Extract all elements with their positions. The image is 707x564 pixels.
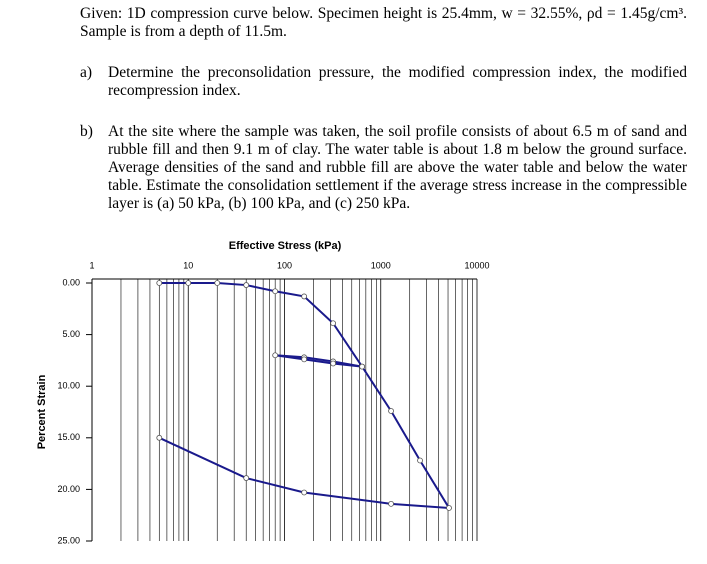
x-tick-label: 1 [89,260,94,270]
point [301,356,308,363]
question-label: b) [80,123,93,140]
point [330,360,337,367]
y-tick-label: 0.00 [62,277,80,287]
chart-title: Effective Stress (kPa) [229,240,342,252]
point [185,280,192,286]
point [417,457,423,464]
x-tick-label: 10 [183,260,193,270]
point [388,408,394,414]
question-text: Determine the preconsolidation pressure,… [108,64,687,99]
point [243,475,250,481]
point [388,500,394,507]
point [301,293,308,300]
point [359,363,365,370]
y-tick-label: 15.00 [57,432,80,442]
intro: Given: 1D compression curve below. Speci… [80,5,687,40]
question-text: At the site where the sample was taken, … [108,123,687,212]
x-tick-label: 1000 [371,260,391,270]
y-axis-title: Percent Strain [36,374,48,449]
y-tick-label: 10.00 [57,381,80,391]
point [301,489,308,496]
point [243,282,250,288]
y-tick-label: 5.00 [62,329,80,339]
curve [158,282,451,510]
point [272,352,279,359]
point [330,320,337,327]
point [214,280,221,286]
y-tick-label: 20.00 [57,484,80,494]
point [156,434,163,441]
question-label: a) [80,64,93,81]
point [446,505,452,511]
point [156,280,163,286]
y-tick-label: 25.00 [57,535,80,545]
x-tick-label: 100 [277,260,292,270]
x-tick-label: 10000 [464,260,489,270]
point [272,288,279,295]
